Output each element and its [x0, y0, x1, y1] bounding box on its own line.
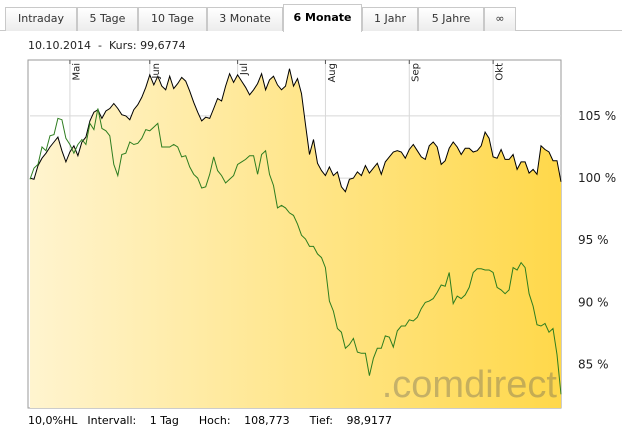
tab-3-monate[interactable]: 3 Monate — [207, 7, 283, 31]
low-value: 98,9177 — [346, 414, 393, 427]
month-tick-label: Aug — [327, 63, 338, 83]
tab-5-jahre[interactable]: 5 Jahre — [418, 7, 484, 31]
high-label: Hoch: — [198, 414, 231, 427]
price-chart: .comdirect Mai Jun Jul Aug Sep Okt 105 % 100 % 9… — [27, 59, 616, 409]
price-series-line — [29, 68, 562, 193]
quote-date: 10.10.2014 — [28, 39, 91, 52]
month-tick-label: Jul — [239, 63, 250, 76]
quote-price-label: Kurs: — [108, 39, 137, 52]
quote-info: 10.10.2014 - Kurs: 99,6774 — [28, 39, 186, 52]
hl-label: 10,0%HL — [28, 414, 78, 427]
y-tick-label: 95 % — [578, 233, 609, 247]
tab-10-tage[interactable]: 10 Tage — [138, 7, 207, 31]
interval-value: 1 Tag — [149, 414, 179, 427]
y-tick-label: 105 % — [578, 109, 616, 123]
quote-price-value: 99,6774 — [140, 39, 186, 52]
high-value: 108,773 — [244, 414, 290, 427]
y-tick-label: 100 % — [578, 171, 616, 185]
quote-separator: - — [97, 39, 102, 52]
chart-footer: 10,0%HL Intervall: 1 Tag Hoch: 108,773 Tief… — [28, 414, 412, 427]
tab-1-jahr[interactable]: 1 Jahr — [362, 7, 418, 31]
month-tick-label: Sep — [411, 63, 422, 82]
y-tick-label: 85 % — [578, 358, 609, 372]
interval-label: Intervall: — [87, 414, 137, 427]
tab-intraday[interactable]: Intraday — [5, 7, 77, 31]
month-tick-label: Mai — [71, 63, 82, 81]
y-tick-label: 90 % — [578, 295, 609, 309]
tab-unlimited[interactable]: ∞ — [484, 7, 516, 31]
month-tick-label: Jun — [151, 63, 162, 80]
price-area-fill — [30, 68, 561, 408]
tab-6-monate[interactable]: 6 Monate — [283, 4, 362, 32]
period-tabbar: Intraday 5 Tage 10 Tage 3 Monate 6 Monat… — [0, 0, 622, 32]
benchmark-series-line — [29, 108, 562, 395]
month-tick-label: Okt — [495, 63, 506, 81]
tab-5-tage[interactable]: 5 Tage — [77, 7, 138, 31]
low-label: Tief: — [309, 414, 334, 427]
comdirect-watermark: .comdirect — [382, 364, 558, 406]
